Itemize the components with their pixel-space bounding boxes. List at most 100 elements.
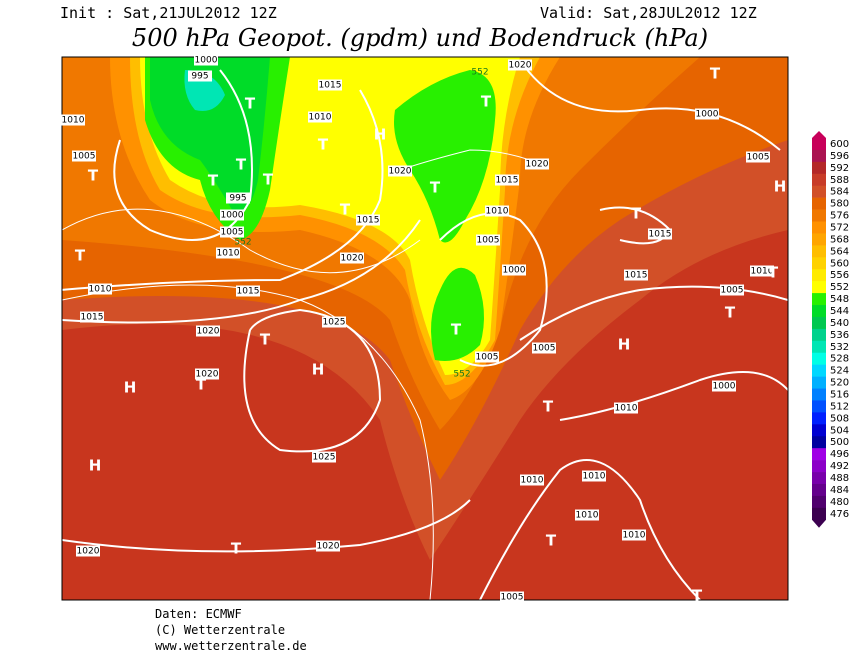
pressure-center: T [692, 587, 703, 605]
pressure-center: T [340, 201, 351, 219]
colorbar-band [812, 138, 826, 151]
pressure-center: T [318, 136, 329, 154]
colorbar-label: 520 [830, 378, 849, 389]
isobar-label: 1010 [751, 267, 774, 277]
colorbar-cap-top [812, 131, 826, 138]
isobar-label: 1005 [501, 593, 524, 603]
colorbar-band [812, 507, 826, 521]
pressure-center: T [631, 205, 642, 223]
pressure-center: T [208, 172, 219, 190]
geopotential-label: 552 [453, 370, 470, 380]
pressure-center: H [618, 336, 631, 354]
isobar-label: 1020 [526, 160, 549, 170]
colorbar-label: 572 [830, 222, 849, 233]
colorbar-label: 512 [830, 401, 849, 412]
pressure-center: T [88, 167, 99, 185]
isobar-label: 1010 [576, 511, 599, 521]
colorbar-label: 484 [830, 485, 849, 496]
colorbar-band [812, 495, 826, 509]
pressure-center: H [774, 178, 787, 196]
isobar-label-box [312, 451, 336, 463]
colorbar-label: 504 [830, 425, 849, 436]
isobar-label-box [622, 529, 646, 541]
colorbar-label: 476 [830, 509, 849, 520]
colorbar-band [812, 149, 826, 163]
isobar-label-box [72, 150, 96, 162]
colorbar-label: 564 [830, 246, 849, 257]
isobar-label-box [648, 228, 672, 240]
isobar-label: 1020 [341, 254, 364, 264]
isobar-label: 1005 [477, 236, 500, 246]
isobar-label: 995 [229, 194, 246, 204]
isobar-label-box [322, 316, 346, 328]
geopotential-label: 552 [471, 68, 488, 78]
isobar-label-box [216, 247, 240, 259]
colorbar-band [812, 448, 826, 461]
pressure-center: H [89, 457, 102, 475]
isobar-label-box [220, 226, 244, 238]
isobar-label: 1005 [747, 153, 770, 163]
isobar-label-box [188, 70, 212, 82]
isobar-label-box [388, 165, 412, 177]
isobar-label-box [340, 252, 364, 264]
colorbar-label: 528 [830, 354, 849, 365]
pressure-center: T [75, 247, 86, 265]
isobar-label: 1020 [509, 61, 532, 71]
isobar-label: 1015 [319, 81, 342, 91]
title: 500 hPa Geopot. (gpdm) und Bodendruck (h… [132, 24, 708, 52]
pressure-center: T [481, 93, 492, 111]
isobar-label-box [614, 402, 638, 414]
pressure-center: T [710, 65, 721, 83]
colorbar-label: 508 [830, 413, 849, 424]
isobar-label: 995 [191, 72, 208, 82]
isobar-label: 1015 [649, 230, 672, 240]
isobar-label: 1005 [533, 344, 556, 354]
colorbar-label: 480 [830, 497, 849, 508]
colorbar-band [812, 281, 826, 294]
isobar-label-box [88, 283, 112, 295]
footer-copyright: (C) Wetterzentrale [155, 623, 285, 637]
isobar-label: 1005 [73, 152, 96, 162]
colorbar-label: 596 [830, 151, 849, 162]
footer-url: www.wetterzentrale.de [155, 639, 307, 653]
isobar-label-box [195, 368, 219, 380]
isobar-label: 1015 [496, 176, 519, 186]
isobar-label-box [308, 111, 332, 123]
isobar-label-box [695, 108, 719, 120]
isobar-label-box [502, 264, 526, 276]
isobar-label-box [80, 311, 104, 323]
isobar-label: 1010 [623, 531, 646, 541]
isobar-label: 1010 [583, 472, 606, 482]
isobar-label-box [236, 285, 260, 297]
isobar-label: 1015 [237, 287, 260, 297]
isobar-label-box [196, 325, 220, 337]
isobar-label: 1010 [309, 113, 332, 123]
colorbar-band [812, 316, 826, 330]
isobar-label: 1010 [217, 249, 240, 259]
colorbar-band [812, 305, 826, 318]
pressure-center: T [543, 398, 554, 416]
colorbar-band [812, 245, 826, 258]
colorbar-label: 544 [830, 306, 849, 317]
pressure-center: H [374, 126, 387, 144]
valid-text: Valid: Sat,28JUL2012 12Z [540, 4, 757, 22]
colorbar-band [812, 221, 826, 234]
map-frame [61, 56, 789, 601]
pressure-center: T [245, 95, 256, 113]
isobar-label-box [712, 380, 736, 392]
colorbar-band [812, 233, 826, 246]
colorbar-cap-bottom [812, 519, 826, 528]
colorbar-band [812, 197, 826, 210]
isobar-label-box [720, 284, 744, 296]
colorbar-band [812, 209, 826, 222]
colorbar-label: 552 [830, 282, 849, 293]
pressure-center: T [196, 376, 207, 394]
isobar-label-box [76, 545, 100, 557]
colorbar-label: 576 [830, 211, 849, 222]
pressure-center: H [312, 361, 325, 379]
isobar-label: 1005 [476, 353, 499, 363]
colorbar-band [812, 185, 826, 198]
isobar-label: 1020 [197, 327, 220, 337]
isobar-label: 1000 [195, 56, 218, 66]
